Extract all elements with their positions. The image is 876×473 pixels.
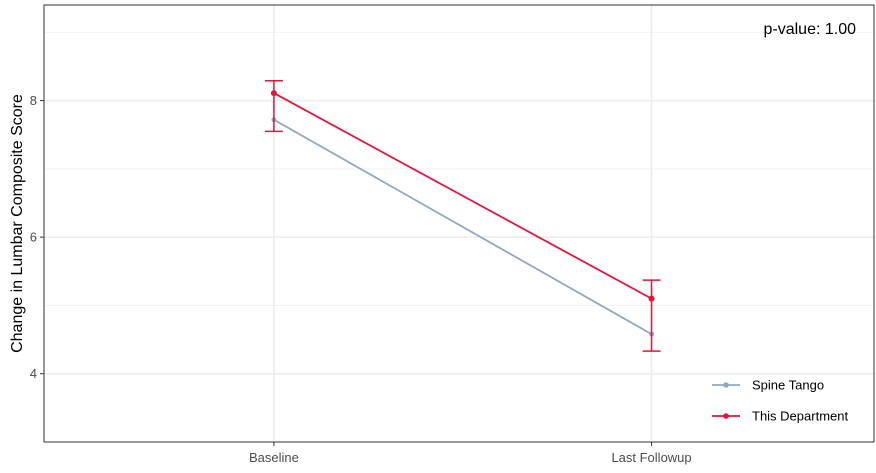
legend: Spine Tango This Department — [712, 378, 848, 424]
series-this-department — [264, 80, 661, 352]
legend-key-point — [723, 382, 729, 388]
y-tick-label: 4 — [30, 366, 37, 381]
p-value-annotation: p-value: 1.00 — [763, 21, 856, 38]
data-point — [648, 295, 655, 302]
y-axis-title: Change in Lumbar Composite Score — [9, 94, 26, 353]
series-line — [273, 92, 652, 300]
x-tick-label: Baseline — [249, 450, 299, 465]
data-point — [270, 90, 277, 97]
panel-border — [43, 4, 875, 443]
legend-label: Spine Tango — [752, 378, 824, 393]
grid — [44, 5, 874, 442]
series-layer — [264, 80, 661, 352]
series-line — [273, 118, 653, 335]
y-tick-label: 6 — [30, 230, 37, 245]
x-tick-label: Last Followup — [611, 450, 691, 465]
series-spine-tango — [271, 117, 655, 337]
legend-item-this-department: This Department — [712, 409, 848, 424]
axes: 4 6 8 Baseline Last Followup — [30, 93, 692, 465]
legend-item-spine-tango: Spine Tango — [712, 378, 824, 393]
legend-label: This Department — [752, 409, 848, 424]
legend-key-point — [723, 413, 729, 419]
y-tick-label: 8 — [30, 93, 37, 108]
